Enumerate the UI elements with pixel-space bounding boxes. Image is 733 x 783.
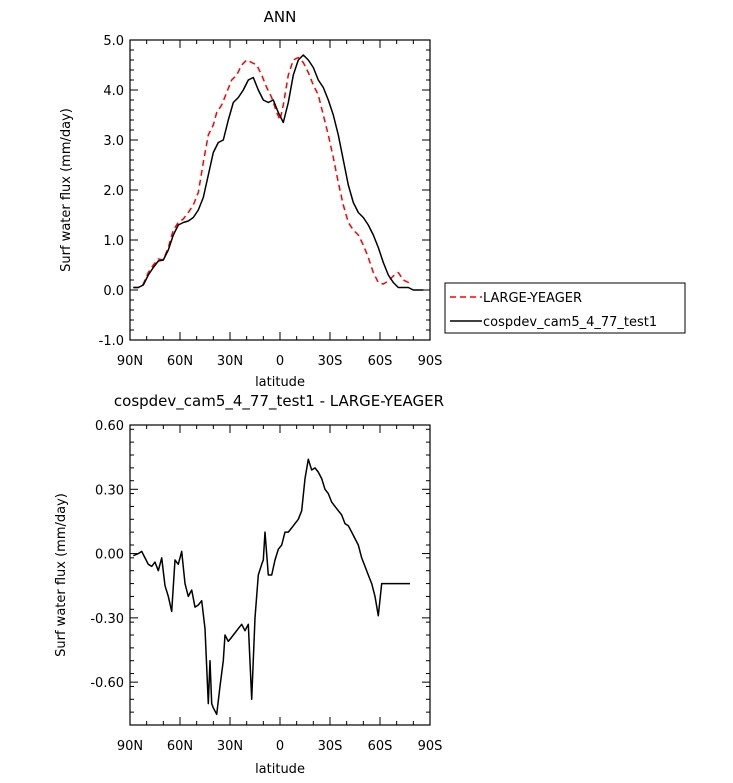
bottom-series-line-diff-0 — [133, 458, 410, 716]
bottom-y-tick-label: -0.60 — [90, 676, 124, 691]
bottom-x-tick-label: 90N — [117, 739, 143, 754]
top-chart-lines — [133, 54, 424, 291]
bottom-chart-ylabel: Surf water flux (mm/day) — [54, 493, 69, 657]
top-chart-ticks: 90N 60N 30N 0 30S 60S 90S -1.0 0.0 1.0 2.0 3.0 4.0 5.… — [99, 34, 443, 369]
legend-label-large-yeager: LARGE-YEAGER — [483, 291, 582, 306]
top-y-tick-label: 4.0 — [103, 84, 124, 99]
bottom-x-tick-label: 0 — [276, 739, 284, 754]
bottom-x-tick-label: 30S — [318, 739, 343, 754]
top-y-tick-label: 3.0 — [103, 134, 124, 149]
legend-label-cospdev: cospdev_cam5_4_77_test1 — [483, 315, 657, 330]
top-y-tick-label: -1.0 — [99, 334, 124, 349]
bottom-chart-lines — [133, 458, 410, 716]
top-y-tick-label: 1.0 — [103, 234, 124, 249]
bottom-chart-frame — [129, 424, 431, 726]
bottom-y-tick-label: 0.00 — [95, 548, 124, 563]
bottom-x-tick-label: 90S — [418, 739, 443, 754]
legend: LARGE-YEAGER cospdev_cam5_4_77_test1 — [444, 282, 686, 334]
top-y-tick-label: 0.0 — [103, 284, 124, 299]
top-chart-title: ANN — [264, 8, 297, 26]
top-series-line-large-yeager — [133, 56, 410, 289]
top-y-tick-label: 5.0 — [103, 34, 124, 49]
top-x-tick-label: 30N — [217, 354, 243, 369]
top-y-tick-label: 2.0 — [103, 184, 124, 199]
bottom-chart-ticks: 90N 60N 30N 0 30S 60S 90S -0.60 -0.30 0.00 0.30 0.6… — [90, 419, 442, 754]
top-chart-ylabel: Surf water flux (mm/day) — [59, 108, 74, 272]
top-x-tick-label: 90N — [117, 354, 143, 369]
bottom-chart-title: cospdev_cam5_4_77_test1 - LARGE-YEAGER — [114, 392, 444, 411]
top-x-tick-label: 30S — [318, 354, 343, 369]
bottom-chart-panel: cospdev_cam5_4_77_test1 - LARGE-YEAGER S… — [54, 392, 444, 777]
bottom-x-tick-label: 60S — [368, 739, 393, 754]
top-x-tick-label: 90S — [418, 354, 443, 369]
bottom-y-tick-label: -0.30 — [90, 612, 124, 627]
top-chart-frame — [129, 39, 431, 341]
top-x-tick-label: 60S — [368, 354, 393, 369]
bottom-x-tick-label: 60N — [167, 739, 193, 754]
bottom-x-tick-label: 30N — [217, 739, 243, 754]
top-x-tick-label: 60N — [167, 354, 193, 369]
legend-box — [444, 282, 686, 334]
top-series-line-cospdev-cam5-4-77-test1 — [133, 54, 424, 291]
top-chart-xlabel: latitude — [255, 375, 305, 390]
bottom-y-tick-label: 0.60 — [95, 419, 124, 434]
bottom-y-tick-label: 0.30 — [95, 483, 124, 498]
top-chart-panel: ANN Surf water flux (mm/day) latitude 90… — [59, 8, 442, 390]
top-x-tick-label: 0 — [276, 354, 284, 369]
bottom-chart-xlabel: latitude — [255, 762, 305, 777]
